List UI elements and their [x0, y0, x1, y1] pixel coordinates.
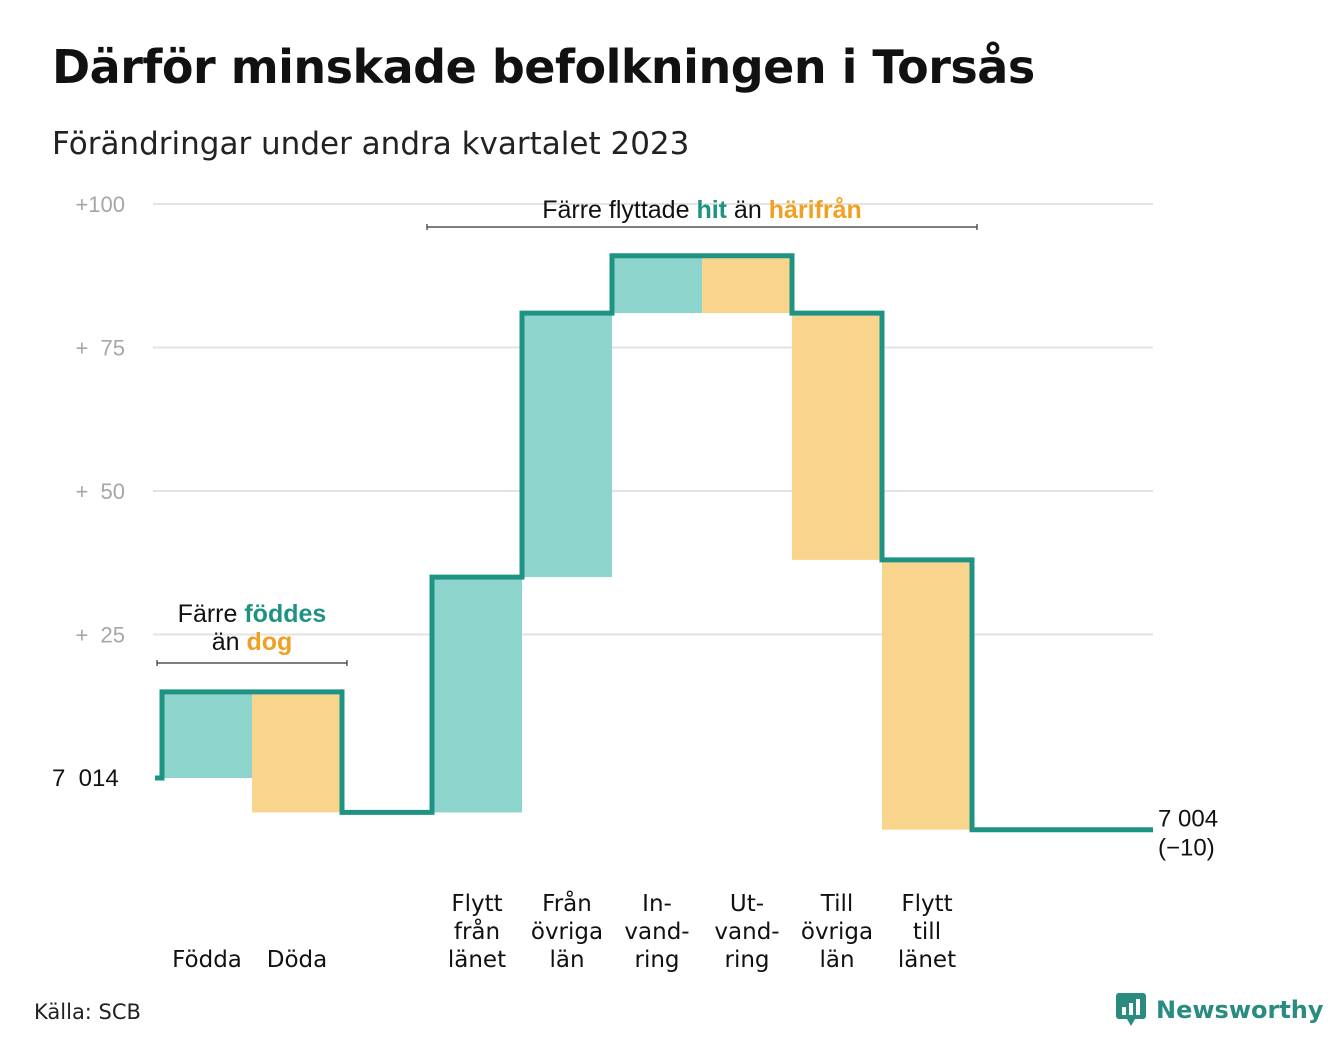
waterfall-bar	[252, 691, 342, 813]
waterfall-bar	[792, 313, 882, 560]
waterfall-bar	[882, 559, 972, 830]
x-category-label: Ut-	[730, 891, 764, 917]
start-value-label: 7 014	[52, 765, 119, 792]
y-tick-label: + 25	[75, 623, 125, 648]
x-category-label: till	[913, 919, 941, 945]
waterfall-bar	[702, 255, 792, 314]
annotation-part: än	[212, 628, 247, 656]
waterfall-bar	[432, 577, 522, 813]
x-category-label: Flytt	[451, 891, 502, 917]
y-tick-label: + 50	[75, 479, 125, 504]
x-category-label: Flytt	[901, 891, 952, 917]
x-category-label: Födda	[172, 947, 242, 973]
x-category-label: ring	[724, 947, 769, 973]
annotation-part: hit	[696, 196, 727, 224]
x-category-label: länet	[898, 947, 956, 973]
end-value-label: 7 004	[1158, 806, 1218, 833]
annotation-births-line2: än dog	[212, 628, 293, 656]
annotation-migration: Färre flyttade hit än härifrån	[542, 196, 862, 224]
waterfall-bar	[612, 255, 702, 314]
newsworthy-logo-icon	[1116, 993, 1146, 1026]
annotation-part: härifrån	[769, 196, 862, 224]
x-category-label: Från	[542, 889, 592, 917]
waterfall-bar	[162, 691, 252, 778]
annotation-part: dog	[246, 628, 292, 656]
brand-logo[interactable]: Newsworthy	[1116, 993, 1324, 1027]
annotation-part: föddes	[244, 600, 326, 628]
annotation-births-line1: Färre föddes	[178, 600, 327, 628]
y-tick-label: +100	[75, 192, 125, 217]
x-category-label: Döda	[267, 947, 327, 973]
chart-title: Därför minskade befolkningen i Torsås	[52, 40, 1035, 94]
x-category-label: ring	[634, 947, 679, 973]
x-category-label: från	[454, 917, 500, 945]
x-category-label: övriga	[801, 919, 873, 945]
x-category-label: vand-	[624, 919, 689, 945]
annotation-part: än	[727, 196, 769, 224]
brand-name: Newsworthy	[1156, 996, 1324, 1024]
source-note: Källa: SCB	[34, 1000, 141, 1024]
x-category-label: vand-	[714, 919, 779, 945]
x-category-label: län	[549, 947, 584, 973]
x-category-label: län	[819, 947, 854, 973]
annotation-part: Färre flyttade	[542, 196, 696, 224]
chart-subtitle: Förändringar under andra kvartalet 2023	[52, 126, 690, 162]
annotation-part: Färre	[178, 600, 245, 628]
x-category-label: länet	[448, 947, 506, 973]
end-change-label: (−10)	[1158, 835, 1215, 862]
population-step-line	[155, 253, 1153, 833]
x-category-label: övriga	[531, 919, 603, 945]
x-category-label: Till	[820, 891, 854, 917]
x-category-label: In-	[642, 891, 672, 917]
waterfall-bar	[522, 313, 612, 578]
y-tick-label: + 75	[75, 336, 125, 361]
